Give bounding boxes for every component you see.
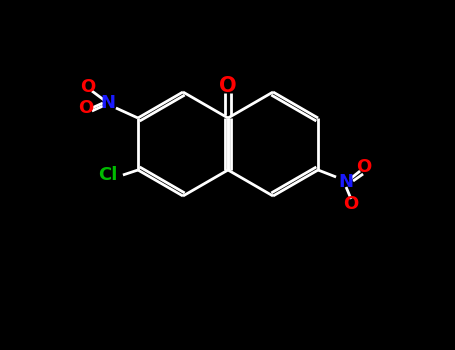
Text: O: O (81, 78, 96, 96)
Text: O: O (356, 158, 372, 176)
Text: Cl: Cl (98, 166, 118, 184)
Text: O: O (219, 76, 237, 96)
Text: O: O (344, 195, 359, 213)
Text: N: N (339, 173, 354, 191)
Text: N: N (101, 94, 116, 112)
Text: O: O (78, 99, 94, 117)
